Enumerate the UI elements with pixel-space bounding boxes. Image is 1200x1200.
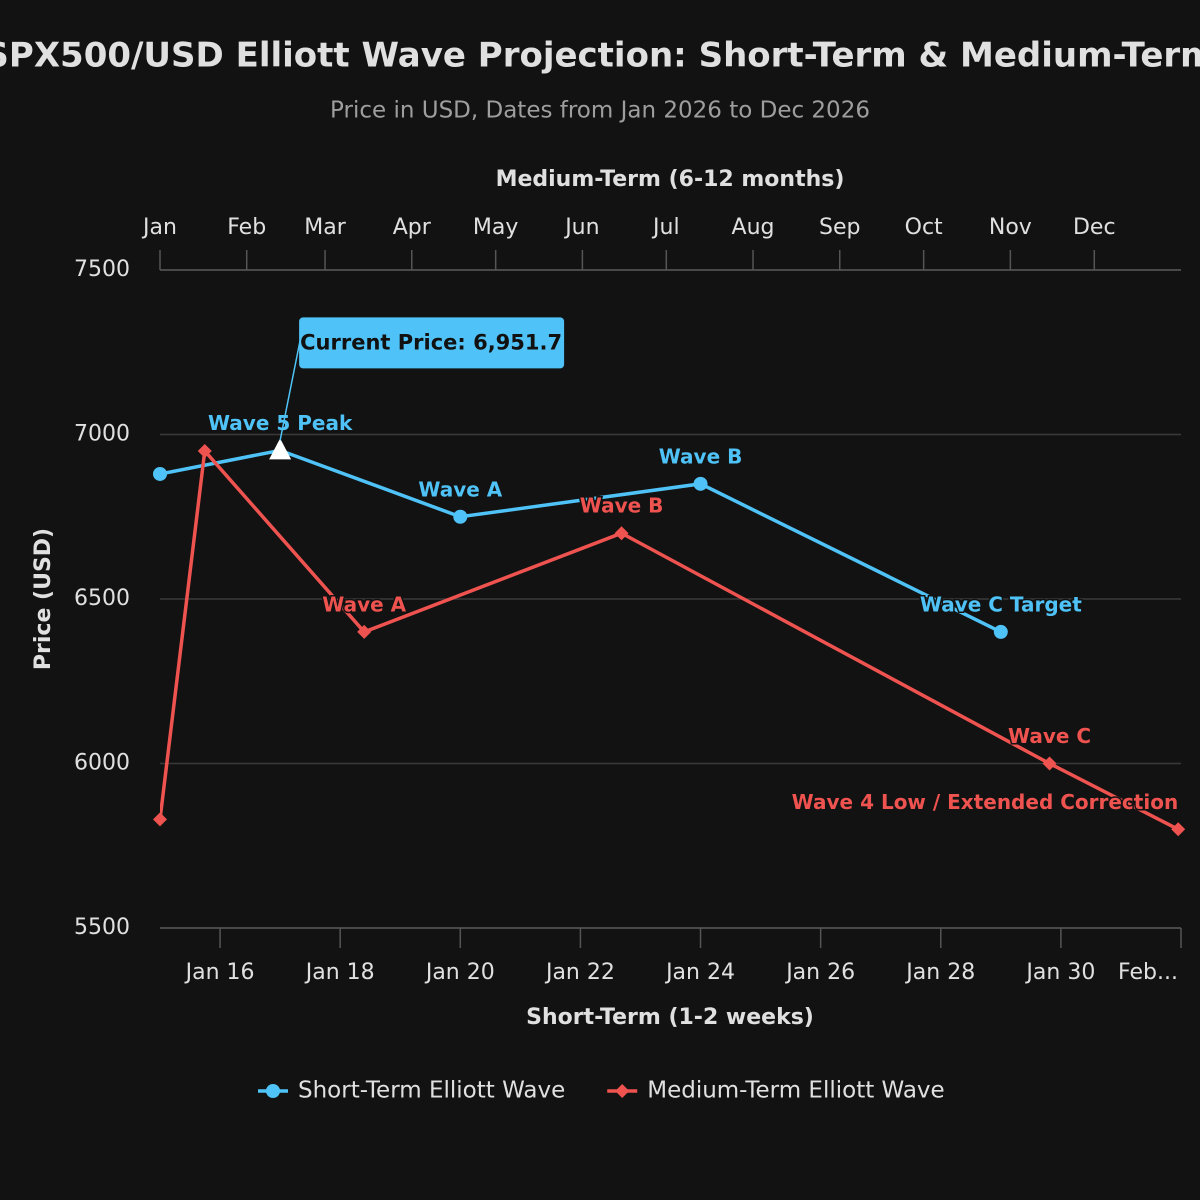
point — [153, 812, 167, 827]
x2-axis-title: Medium-Term (6-12 months) — [496, 167, 845, 192]
grid — [159, 250, 1182, 948]
y-tick-label: 7000 — [74, 422, 130, 447]
markers: Wave 5 Peak Current Price: 6,951.7 Wave A W… — [153, 317, 1186, 837]
annotation-connector — [279, 340, 301, 441]
x2-tick-label: Jun — [563, 215, 599, 240]
y-tick-label: 5500 — [74, 915, 130, 940]
point-label: Wave C — [1008, 724, 1091, 748]
x2-tick-label: Jul — [651, 215, 680, 240]
x-tick-label: Jan 20 — [424, 960, 495, 985]
point-label: Wave 4 Low / Extended Correction — [792, 790, 1179, 814]
point-label: Wave B — [659, 444, 743, 468]
y-tick-label: 6000 — [74, 751, 130, 776]
point-label: Wave C Target — [920, 592, 1082, 616]
point — [693, 476, 708, 491]
annotation-box — [299, 317, 565, 369]
peak-marker — [269, 438, 292, 460]
x-tick-label: Jan 28 — [904, 960, 975, 985]
point — [1042, 756, 1057, 771]
x-tick-label: Jan 24 — [664, 960, 735, 985]
point — [993, 624, 1008, 639]
y-tick-label: 6500 — [74, 586, 130, 611]
chart-title: SPX500/USD Elliott Wave Projection: Shor… — [0, 36, 1200, 76]
x2-tick-label: Nov — [989, 215, 1032, 240]
x-tick-label: Jan 26 — [784, 960, 855, 985]
point — [357, 624, 372, 639]
x2-tick-label: Aug — [732, 215, 775, 240]
x2-tick-label: Mar — [304, 215, 346, 240]
y-axis-title: Price (USD) — [31, 528, 56, 670]
x2-tick-label: Jan — [141, 215, 177, 240]
x-tick-label: Jan 22 — [544, 960, 615, 985]
point-label: Wave A — [418, 477, 502, 501]
legend-label: Short-Term Elliott Wave — [298, 1078, 565, 1104]
x2-tick-label: Dec — [1073, 215, 1116, 240]
annotation-label: Current Price: 6,951.7 — [300, 330, 562, 354]
x2-tick-label: Feb — [227, 215, 266, 240]
point — [1171, 822, 1186, 837]
x-axis-title: Short-Term (1-2 weeks) — [526, 1005, 814, 1030]
x2-tick-label: May — [473, 215, 518, 240]
legend-marker — [266, 1084, 280, 1098]
point-label: Wave 5 Peak — [208, 411, 353, 435]
x-tick-label: Jan 18 — [304, 960, 375, 985]
x-tick-label: Jan 30 — [1024, 960, 1095, 985]
x-tick-label: Feb... — [1118, 960, 1178, 985]
x2-tick-label: Sep — [819, 215, 860, 240]
x2-tick-label: Apr — [393, 215, 432, 240]
x2-tick-label: Oct — [905, 215, 943, 240]
point-label: Wave A — [322, 592, 406, 616]
point — [197, 443, 212, 458]
point — [153, 466, 167, 481]
series-line — [160, 446, 1179, 831]
chart-subtitle: Price in USD, Dates from Jan 2026 to Dec… — [330, 98, 870, 124]
legend-marker — [615, 1084, 630, 1098]
point — [614, 526, 629, 541]
y-tick-label: 7500 — [74, 257, 130, 282]
x-tick-label: Jan 16 — [184, 960, 255, 985]
point-label: Wave B — [580, 494, 664, 518]
legend-label: Medium-Term Elliott Wave — [647, 1078, 944, 1104]
point — [453, 509, 468, 524]
